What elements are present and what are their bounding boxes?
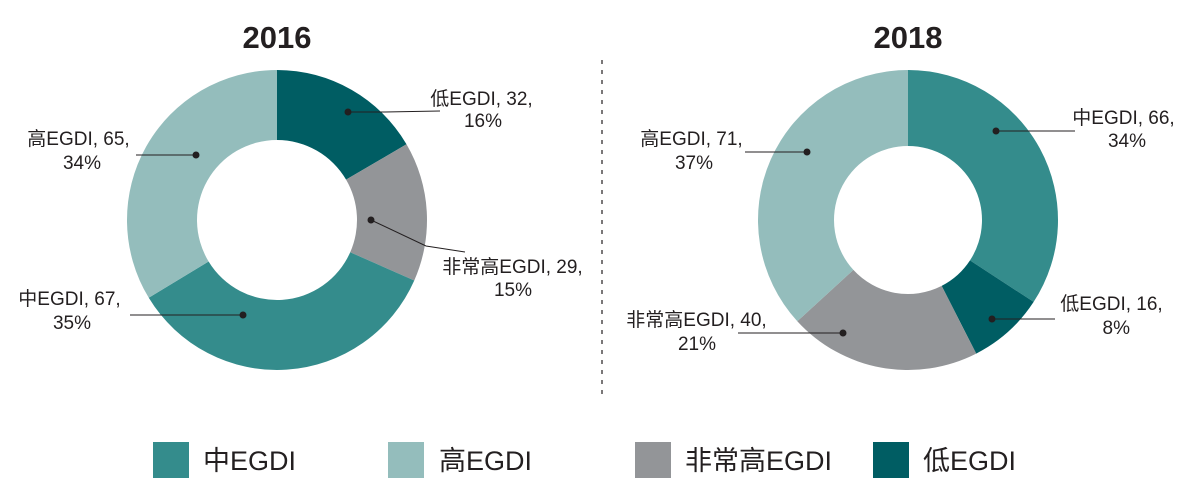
slice-2018-mid [908,70,1059,302]
label-2018-low-line2: 8% [1103,318,1131,339]
label-2016-low-line1: 低EGDI, 32, [430,88,532,110]
label-2018-high-line1: 高EGDI, 71, [640,128,742,150]
leader-lines-2016 [130,108,466,319]
label-2016-high-line2: 34% [63,153,101,174]
leader-dot-2018-veryhigh [839,329,847,337]
leader-dot-2016-mid [239,311,247,319]
label-2018-low: 低EGDI, 16, 8% [1060,293,1168,339]
leader-dot-2016-high [192,151,200,159]
legend-swatch-mid [153,442,189,478]
slice-2016-veryhigh [346,144,428,281]
leader-2016-low [348,110,441,113]
label-2016-mid-line1: 中EGDI, 67, [18,288,120,310]
legend: 中EGDI 高EGDI 非常高EGDI 低EGDI [153,442,1016,478]
label-2018-high: 高EGDI, 71, 37% [640,128,748,174]
legend-label-veryhigh: 非常高EGDI [685,446,832,476]
label-2018-high-line2: 37% [675,153,713,174]
label-2018-low-line1: 低EGDI, 16, [1060,293,1162,315]
legend-label-mid: 中EGDI [203,446,296,476]
label-2016-veryhigh-line2: 15% [494,280,532,301]
label-2016-veryhigh-line1: 非常高EGDI, 29, [442,256,582,278]
label-2018-veryhigh-line1: 非常高EGDI, 40, [626,309,766,331]
leader-lines-2018 [738,127,1075,337]
donut-2018 [758,70,1059,370]
slice-2016-high [127,70,277,298]
label-2018-mid: 中EGDI, 66, 34% [1072,107,1180,152]
label-2016-veryhigh: 非常高EGDI, 29, 15% [442,256,588,301]
slice-2016-low [277,70,407,180]
leader-2016-veryhigh [370,219,466,253]
leader-dot-2016-low [344,108,352,116]
leader-dot-2016-veryhigh [367,216,375,224]
chart-title-2016: 2016 [243,20,312,55]
leader-dot-2018-low [988,315,996,323]
label-2018-mid-line1: 中EGDI, 66, [1072,107,1174,129]
slice-2016-mid [148,252,415,370]
legend-swatch-veryhigh [635,442,671,478]
label-2018-mid-line2: 34% [1108,131,1146,152]
legend-swatch-high [388,442,424,478]
label-2016-low: 低EGDI, 32, 16% [430,88,538,132]
slice-2018-low [941,260,1034,354]
leader-dot-2018-mid [992,127,1000,135]
slice-2018-high [758,70,908,322]
label-2016-high-line1: 高EGDI, 65, [27,128,129,150]
label-2018-veryhigh: 非常高EGDI, 40, 21% [626,309,772,355]
legend-swatch-low [873,442,909,478]
label-2016-high: 高EGDI, 65, 34% [27,128,135,174]
donut-2016 [127,70,428,370]
slice-2018-veryhigh [797,269,977,370]
chart-title-2018: 2018 [874,20,943,55]
label-2018-veryhigh-line2: 21% [678,334,716,355]
label-2016-mid-line2: 35% [53,313,91,334]
legend-label-low: 低EGDI [923,446,1016,476]
legend-label-high: 高EGDI [439,446,532,476]
leader-dot-2018-high [803,148,811,156]
label-2016-mid: 中EGDI, 67, 35% [18,288,126,334]
labels-2016: 低EGDI, 32, 16% 高EGDI, 65, 34% 非常高EGDI, 2… [18,88,588,334]
labels-2018: 中EGDI, 66, 34% 高EGDI, 71, 37% 低EGDI, 16,… [626,107,1180,355]
label-2016-low-line2: 16% [464,111,502,132]
